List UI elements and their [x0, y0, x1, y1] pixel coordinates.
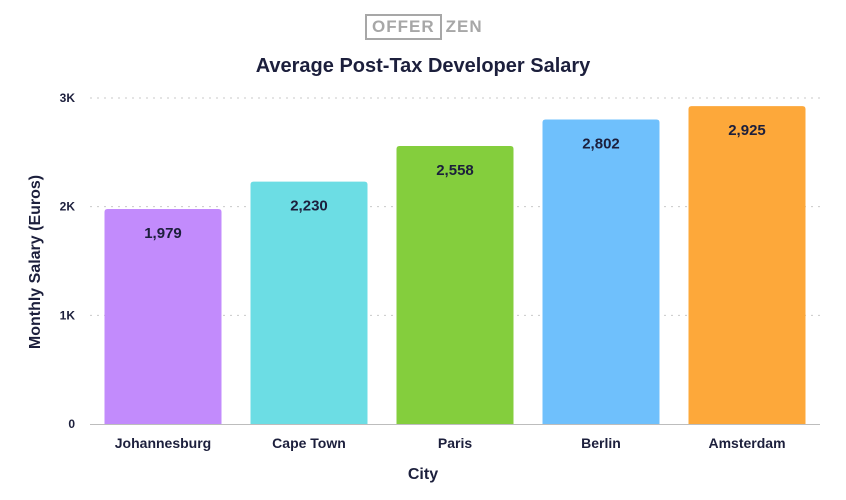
x-tick-label: Paris: [438, 435, 472, 451]
offerzen-logo: OFFER ZEN: [365, 14, 483, 40]
bars: 1,979 2,230 2,558 2,802 2,925: [104, 106, 806, 425]
logo-zen-text: ZEN: [445, 17, 483, 36]
x-axis-categories: Johannesburg Cape Town Paris Berlin Amsterda…: [115, 435, 786, 451]
bar-berlin: [542, 119, 660, 425]
chart-title: Average Post-Tax Developer Salary: [256, 55, 591, 77]
bar-value-label: 1,979: [144, 225, 182, 242]
logo-offer-text: OFFER: [365, 14, 442, 40]
bar-value-label: 2,558: [436, 162, 474, 179]
x-tick-label: Johannesburg: [115, 435, 211, 451]
x-tick-label: Amsterdam: [708, 435, 785, 451]
bar-amsterdam: [688, 106, 806, 425]
y-axis-title: Monthly Salary (Euros): [27, 175, 44, 349]
y-tick-label: 2K: [60, 200, 76, 214]
y-tick-label: 1K: [60, 308, 76, 322]
x-tick-label: Berlin: [581, 435, 621, 451]
bar-johannesburg: [104, 208, 222, 424]
bar-cape-town: [250, 181, 368, 424]
y-axis-ticks: 0 1K 2K 3K: [60, 91, 76, 431]
bar-value-label: 2,802: [582, 136, 620, 153]
y-tick-label: 0: [68, 417, 75, 431]
bar-value-label: 2,925: [728, 122, 766, 139]
bar-paris: [396, 146, 514, 424]
bar-value-label: 2,230: [290, 198, 328, 215]
x-axis-title: City: [408, 466, 438, 483]
x-tick-label: Cape Town: [272, 435, 346, 451]
y-tick-label: 3K: [60, 91, 76, 105]
